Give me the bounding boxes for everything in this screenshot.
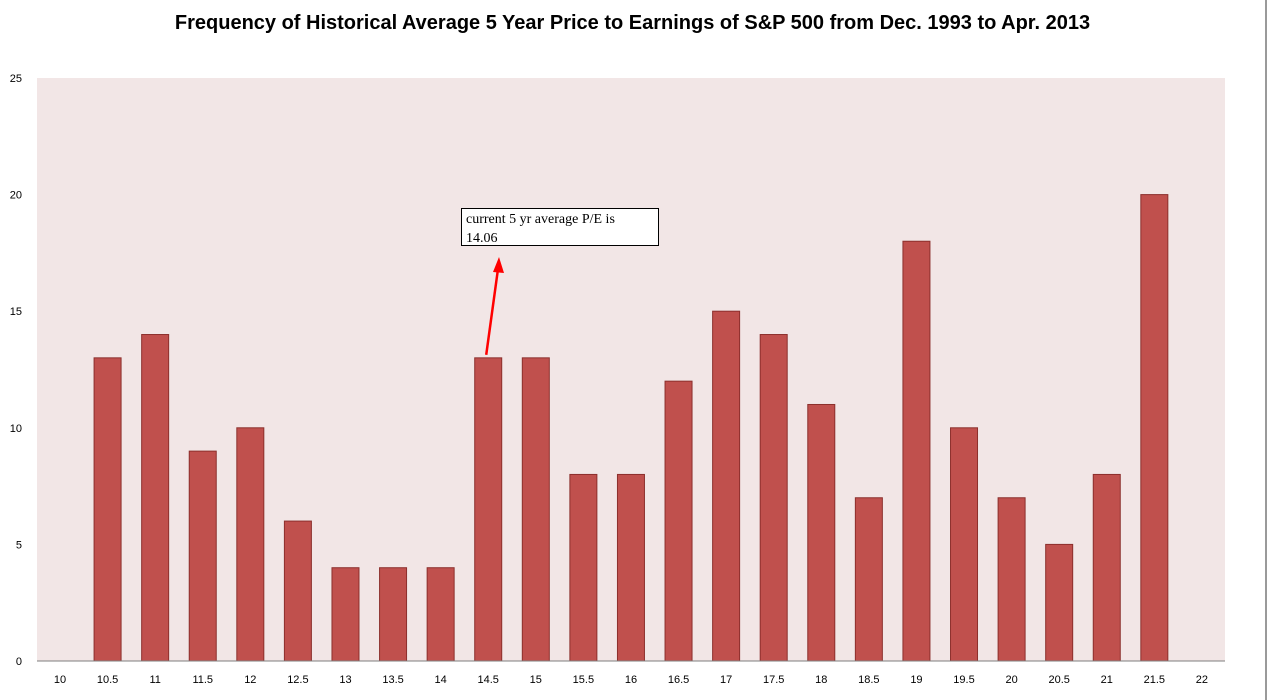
x-tick-label: 17	[720, 674, 732, 686]
x-tick-label: 20	[1005, 674, 1017, 686]
annotation-arrow	[484, 268, 500, 356]
x-tick-label: 18	[815, 674, 827, 686]
annotation-callout: current 5 yr average P/E is 14.06	[461, 208, 659, 246]
bar-21.5	[1140, 194, 1169, 662]
window-edge	[1265, 0, 1267, 700]
x-tick-label: 16	[625, 674, 637, 686]
bar-17	[712, 310, 741, 662]
bar-17.5	[759, 334, 788, 662]
y-axis: 0 5 10 15 20 25	[10, 73, 22, 668]
x-tick-label: 11	[149, 674, 160, 686]
x-tick-label: 11.5	[192, 674, 213, 686]
x-tick-label: 13.5	[382, 674, 403, 686]
bar-19.5	[950, 427, 979, 662]
x-tick-label: 22	[1196, 674, 1208, 686]
x-tick-label: 10.5	[97, 674, 118, 686]
bar-12	[236, 427, 265, 662]
x-tick-label: 18.5	[858, 674, 879, 686]
bar-15	[521, 357, 550, 662]
x-tick-label: 14.5	[478, 674, 499, 686]
bar-10.5	[93, 357, 122, 662]
annotation-arrow-head	[493, 257, 504, 273]
bar-15.5	[569, 473, 598, 662]
bar-19	[902, 240, 931, 662]
bar-12.5	[283, 520, 312, 662]
bar-18.5	[854, 497, 883, 662]
annotation-line-2: 14.06	[466, 231, 498, 246]
x-tick-label: 19	[910, 674, 922, 686]
bar-20.5	[1045, 543, 1074, 662]
x-tick-label: 10	[54, 674, 66, 686]
y-tick-label: 25	[10, 73, 22, 85]
y-tick-label: 0	[16, 656, 22, 668]
x-tick-label: 16.5	[668, 674, 689, 686]
bar-20	[997, 497, 1026, 662]
chart-title: Frequency of Historical Average 5 Year P…	[174, 12, 1091, 34]
y-tick-label: 15	[10, 306, 22, 318]
bar-16	[616, 473, 645, 662]
bar-11.5	[188, 450, 217, 662]
bar-13	[331, 567, 360, 662]
bars-group	[93, 194, 1169, 662]
x-tick-label: 12	[244, 674, 256, 686]
x-tick-label: 14	[435, 674, 447, 686]
x-tick-label: 15.5	[573, 674, 594, 686]
bar-14	[426, 567, 455, 662]
bar-16.5	[664, 380, 693, 662]
x-axis: 10 10.5 11 11.5 12 12.5 13 13.5 14 14.5 15 15.5 16 16…	[54, 674, 1208, 686]
y-tick-label: 10	[10, 423, 22, 435]
x-tick-label: 21	[1101, 674, 1113, 686]
x-tick-label: 21.5	[1144, 674, 1165, 686]
x-tick-label: 15	[530, 674, 542, 686]
x-tick-label: 17.5	[763, 674, 784, 686]
bar-14.5	[474, 357, 503, 662]
y-tick-label: 20	[10, 190, 22, 202]
annotation-line-1: current 5 yr average P/E is	[466, 212, 615, 227]
bar-21	[1092, 473, 1121, 662]
bar-18	[807, 403, 836, 662]
x-tick-label: 13	[339, 674, 351, 686]
x-tick-label: 19.5	[953, 674, 974, 686]
bar-11	[141, 334, 170, 662]
x-tick-label: 20.5	[1048, 674, 1069, 686]
y-tick-label: 5	[16, 539, 22, 551]
bar-13.5	[379, 567, 408, 662]
x-tick-label: 12.5	[287, 674, 308, 686]
